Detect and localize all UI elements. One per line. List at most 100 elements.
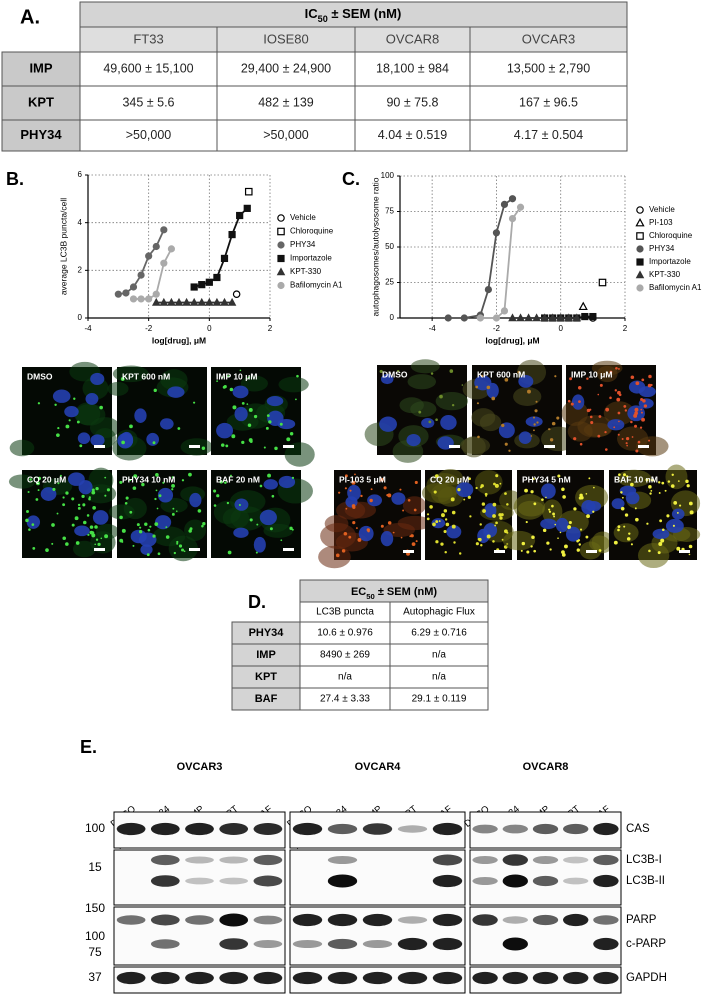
puncta [553, 515, 556, 518]
puncta [637, 440, 641, 444]
puncta [443, 529, 447, 534]
puncta [480, 374, 484, 378]
data-point [508, 313, 517, 322]
puncta [567, 527, 570, 530]
puncta [634, 424, 638, 428]
puncta [216, 380, 219, 383]
nucleus [611, 498, 625, 510]
puncta [26, 510, 29, 513]
puncta [87, 533, 90, 536]
puncta [444, 518, 448, 521]
puncta [247, 423, 252, 427]
band-label: c-PARP [626, 938, 666, 950]
scale-bar [189, 548, 200, 551]
nucleus [233, 527, 249, 538]
scale-bar [638, 445, 649, 448]
puncta [457, 488, 461, 492]
puncta [219, 480, 223, 484]
data-point [167, 245, 176, 253]
puncta [561, 550, 565, 554]
puncta [129, 479, 132, 482]
data-point [160, 226, 168, 234]
puncta [119, 538, 124, 543]
data-point [564, 313, 574, 322]
table-value: 167 ± 96.5 [519, 95, 578, 109]
micrograph: KPT 600 nM [460, 359, 577, 458]
image-label: KPT 600 nM [122, 371, 170, 381]
puncta [438, 520, 441, 522]
puncta [341, 549, 346, 553]
band [397, 916, 428, 924]
puncta [411, 542, 416, 546]
band [563, 913, 589, 927]
puncta [415, 540, 418, 543]
legend-marker [635, 217, 645, 227]
puncta [153, 388, 157, 393]
puncta [667, 480, 671, 483]
band [327, 823, 358, 835]
puncta [641, 417, 645, 422]
y-tick-label: 4 [78, 218, 83, 227]
band [502, 824, 528, 834]
band [472, 855, 498, 865]
puncta [418, 410, 422, 414]
band [292, 913, 323, 927]
band [253, 939, 283, 949]
band [502, 874, 528, 888]
puncta [165, 535, 170, 539]
nucleus [391, 492, 406, 505]
band [150, 822, 180, 836]
data-point [145, 252, 153, 260]
puncta [688, 553, 691, 556]
puncta [119, 515, 123, 520]
puncta [626, 444, 628, 447]
nucleus [571, 394, 585, 410]
table-cell [469, 119, 628, 152]
puncta [616, 397, 621, 402]
puncta [630, 482, 634, 487]
puncta [152, 441, 156, 445]
puncta [664, 489, 667, 492]
table-value: 27.4 ± 3.33 [320, 694, 370, 705]
puncta [35, 498, 39, 501]
series-line [480, 206, 522, 319]
nucleus [119, 431, 134, 448]
puncta [155, 473, 159, 477]
table-value: 49,600 ± 15,100 [103, 61, 193, 75]
puncta [618, 473, 621, 476]
column-header: IOSE80 [263, 31, 309, 46]
puncta [37, 476, 42, 481]
band [432, 937, 463, 951]
data-point [508, 215, 517, 223]
column-header: OVCAR8 [386, 31, 439, 46]
band [219, 971, 249, 985]
puncta [639, 426, 643, 429]
band [502, 971, 528, 985]
band [593, 971, 619, 985]
micrograph: KPT 600 nM [107, 365, 213, 461]
header-part: 50 [366, 592, 375, 601]
nucleus [440, 414, 457, 430]
micrograph: PHY34 10 nM [108, 470, 207, 562]
band-label: LC3B-I [626, 854, 662, 866]
puncta [577, 539, 581, 542]
puncta [605, 407, 610, 412]
band [532, 971, 559, 985]
nucleus [64, 406, 79, 418]
legend-label: Chloroquine [649, 231, 693, 240]
data-point [220, 254, 229, 263]
data-point [572, 313, 582, 322]
puncta [500, 513, 504, 517]
band [397, 825, 428, 833]
puncta [121, 528, 126, 533]
legend-marker [636, 258, 644, 266]
puncta [589, 408, 592, 411]
table-value: n/a [432, 650, 446, 661]
band [593, 937, 619, 951]
y-tick-label: 100 [381, 171, 395, 180]
puncta [43, 476, 45, 479]
data-point [516, 203, 525, 211]
puncta [399, 488, 402, 491]
band [327, 971, 358, 985]
puncta [469, 515, 472, 518]
